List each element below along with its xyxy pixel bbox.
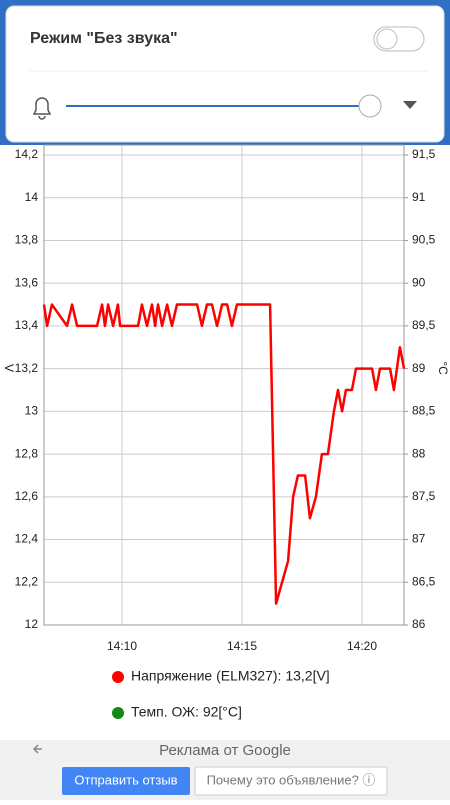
- y-tick-label: 12,6: [15, 489, 39, 503]
- y2-tick-label: 87,5: [412, 489, 436, 503]
- y-axis-label: V: [2, 364, 16, 372]
- y-tick-label: 14,2: [15, 147, 39, 161]
- y2-tick-label: 90: [412, 275, 426, 289]
- y-tick-label: 13,8: [15, 233, 39, 247]
- ad-title: Реклама от Google: [159, 742, 291, 759]
- slider-knob[interactable]: [358, 94, 382, 118]
- y2-tick-label: 87: [412, 532, 426, 546]
- y2-tick-label: 91: [412, 190, 426, 204]
- y-tick-label: 12,4: [15, 532, 39, 546]
- plot-frame: [43, 144, 405, 626]
- y-tick-label: 12: [25, 617, 39, 631]
- panel-title: Режим "Без звука": [30, 30, 178, 47]
- y2-tick-label: 90,5: [412, 233, 436, 247]
- y2-tick-label: 89,5: [412, 318, 436, 332]
- y2-tick-label: 88,5: [412, 404, 436, 418]
- legend-label: Напряжение (ELM327): 13,2[V]: [131, 668, 330, 684]
- y2-tick-label: 91,5: [412, 147, 436, 161]
- why-button[interactable]: [194, 766, 388, 796]
- y2-tick-label: 89: [412, 361, 426, 375]
- expand-icon[interactable]: [403, 101, 417, 109]
- back-arrow[interactable]: [32, 744, 42, 754]
- y-tick-label: 13: [25, 404, 39, 418]
- y-tick-label: 12,2: [15, 574, 39, 588]
- volume-panel: [5, 5, 445, 143]
- y-tick-label: 12,8: [15, 446, 39, 460]
- x-tick-label: 14:15: [227, 639, 257, 653]
- x-tick-label: 14:10: [107, 639, 137, 653]
- legend-swatch: [112, 671, 124, 683]
- y-tick-label: 14: [25, 190, 39, 204]
- why-label: Почему это объявление? ⓘ: [207, 772, 376, 787]
- toggle-knob: [376, 28, 398, 50]
- feedback-button[interactable]: [62, 767, 190, 795]
- y2-tick-label: 86,5: [412, 574, 436, 588]
- legend-swatch: [112, 707, 124, 719]
- chart: 12 12,2 12,4 12,6 12,8 13 13,2 13,4 13,6 13,8 14 14…: [2, 144, 450, 720]
- y-tick-label: 13,6: [15, 275, 39, 289]
- y-tick-label: 13,2: [15, 361, 39, 375]
- y2-tick-label: 86: [412, 617, 426, 631]
- chart-bg: [0, 145, 450, 740]
- x-tick-label: 14:20: [347, 639, 377, 653]
- feedback-label: Отправить отзыв: [74, 772, 177, 787]
- y-tick-label: 13,4: [15, 318, 39, 332]
- bell-icon: [32, 97, 52, 120]
- y2-tick-label: 88: [412, 446, 426, 460]
- legend-label: Темп. ОЖ: 92[°C]: [131, 704, 242, 720]
- series-line: [42, 303, 406, 605]
- y2-axis-label: °C: [436, 361, 450, 375]
